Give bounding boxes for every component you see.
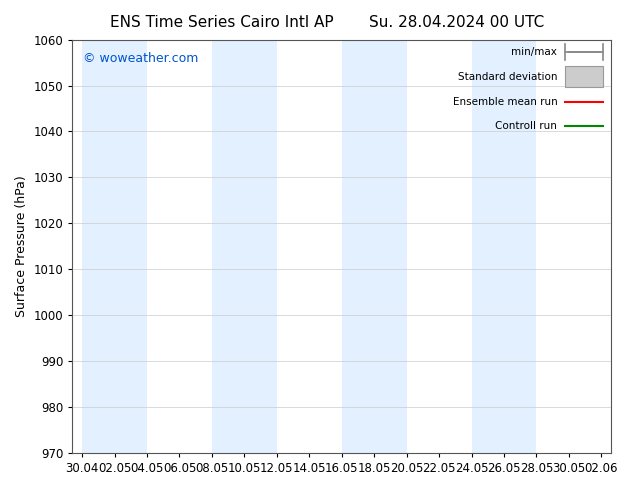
Y-axis label: Surface Pressure (hPa): Surface Pressure (hPa)	[15, 175, 28, 317]
Bar	[212, 40, 277, 453]
Text: © woweather.com: © woweather.com	[83, 52, 198, 65]
Bar	[342, 40, 406, 453]
Text: Su. 28.04.2024 00 UTC: Su. 28.04.2024 00 UTC	[369, 15, 544, 30]
Text: Controll run: Controll run	[495, 122, 557, 131]
Bar	[82, 40, 147, 453]
Text: ENS Time Series Cairo Intl AP: ENS Time Series Cairo Intl AP	[110, 15, 333, 30]
FancyBboxPatch shape	[566, 67, 603, 87]
Text: min/max: min/max	[512, 47, 557, 57]
Text: Ensemble mean run: Ensemble mean run	[453, 97, 557, 107]
Bar	[472, 40, 536, 453]
Text: Standard deviation: Standard deviation	[458, 72, 557, 82]
